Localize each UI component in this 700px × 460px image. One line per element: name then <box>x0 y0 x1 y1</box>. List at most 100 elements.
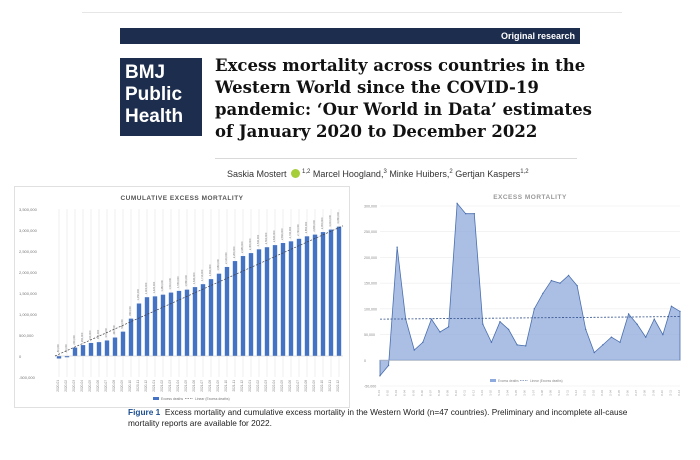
data-label: 370,000 <box>104 328 108 338</box>
author-name[interactable]: Gertjan Kaspers <box>455 169 521 179</box>
x-tick-label: 2020-09 <box>120 380 124 392</box>
bar <box>56 356 62 359</box>
x-tick-label: 2021-03 <box>168 380 172 392</box>
legend-label: Linear (Excess deaths) <box>195 397 230 401</box>
x-tick-label: 2022-02 <box>591 390 595 396</box>
x-tick-label: 2022-11 <box>668 390 672 396</box>
cumulative-chart-panel: CUMULATIVE EXCESS MORTALITY 3,500,000 3,00… <box>14 186 350 408</box>
author-affiliation: 1,2 <box>520 169 529 175</box>
x-tick-label: 2022-02 <box>256 380 260 392</box>
bar <box>144 297 150 356</box>
data-label: 2,590,000 <box>264 232 268 244</box>
data-label: 580,000 <box>120 319 124 329</box>
chart-title: EXCESS MORTALITY <box>493 194 567 201</box>
x-tick-label: 2022-01 <box>248 380 252 392</box>
data-point <box>396 246 398 248</box>
x-tick-label: 2021-10 <box>557 390 561 396</box>
bar <box>64 356 70 358</box>
x-tick-label: 2021-11 <box>566 390 570 396</box>
data-label: 2,640,000 <box>272 230 276 242</box>
author-name[interactable]: Marcel Hoogland, <box>312 169 384 179</box>
bar <box>192 287 198 356</box>
x-tick-label: 2022-09 <box>312 380 316 392</box>
author-name[interactable]: Minke Huibers, <box>389 169 450 179</box>
data-point <box>482 323 484 325</box>
caption-text: Excess mortality and cumulative excess m… <box>128 407 628 428</box>
bar <box>296 238 302 356</box>
x-tick-label: 2022-07 <box>634 390 638 396</box>
legend-label: Linear (Excess deaths) <box>530 379 563 383</box>
y-tick-label: 3,500,000 <box>19 207 38 212</box>
bar <box>136 303 142 356</box>
data-label: 2,380,000 <box>240 241 244 253</box>
bar <box>104 340 110 356</box>
bar <box>264 247 270 356</box>
data-label: 2,850,000 <box>304 221 308 233</box>
x-tick-label: 2021-08 <box>208 380 212 392</box>
data-label: 2,730,000 <box>288 226 292 238</box>
data-point <box>662 333 664 336</box>
x-tick-label: 2022-05 <box>617 390 621 396</box>
data-point <box>430 318 433 320</box>
y-tick-label: 2,000,000 <box>19 270 38 275</box>
x-tick-label: 2020-10 <box>454 390 458 396</box>
legend-swatch <box>490 379 496 382</box>
bar <box>320 232 326 356</box>
x-tick-label: 2021-05 <box>514 390 518 396</box>
x-tick-label: 2020-07 <box>104 380 108 392</box>
data-point <box>499 321 501 323</box>
x-tick-label: 2021-01 <box>480 390 484 396</box>
logo-line: Public <box>125 84 183 105</box>
x-tick-label: 2021-11 <box>232 380 236 392</box>
x-tick-label: 2021-08 <box>540 390 544 396</box>
bar <box>160 294 166 356</box>
bar <box>128 318 134 356</box>
y-tick-label: 1,000,000 <box>19 312 38 317</box>
bar <box>240 256 246 356</box>
y-tick-label: 2,500,000 <box>19 249 38 254</box>
data-label: 1,460,000 <box>160 280 164 292</box>
x-tick-label: 2022-06 <box>626 390 630 396</box>
bar <box>248 253 254 356</box>
x-tick-label: 2022-07 <box>296 380 300 392</box>
data-point <box>422 341 424 343</box>
x-tick-label: 2020-03 <box>394 390 398 396</box>
bar <box>272 245 278 356</box>
data-label: 1,550,000 <box>176 276 180 288</box>
x-tick-label: 2022-05 <box>280 380 284 392</box>
logo-line: Health <box>125 106 184 127</box>
y-tick-label: -500,000 <box>19 375 36 380</box>
bar <box>208 279 214 356</box>
x-tick-label: 2021-10 <box>224 380 228 392</box>
bar <box>176 290 182 356</box>
x-tick-label: 2020-12 <box>471 390 475 396</box>
legend-swatch <box>153 397 159 400</box>
data-label: 1,580,000 <box>184 275 188 287</box>
x-tick-label: 2020-01 <box>377 390 381 396</box>
x-tick-label: 2020-04 <box>403 390 407 396</box>
data-label: 2,260,000 <box>232 246 236 258</box>
bar <box>120 331 126 356</box>
bar <box>336 226 342 356</box>
x-tick-label: 2020-05 <box>411 390 415 396</box>
y-tick-label: 150,000 <box>364 282 377 286</box>
author-name[interactable]: Saskia Mostert <box>227 169 287 179</box>
y-tick-label: 500,000 <box>19 333 34 338</box>
data-label: 2,950,000 <box>320 217 324 229</box>
y-tick-label: 250,000 <box>364 230 377 234</box>
orcid-icon[interactable] <box>291 169 301 178</box>
x-tick-label: 2020-03 <box>72 380 76 392</box>
data-label: 1,960,000 <box>216 259 220 271</box>
data-label: 1,400,000 <box>144 282 148 294</box>
data-point <box>679 310 681 313</box>
trendline <box>379 316 681 320</box>
x-tick-label: 2021-07 <box>200 380 204 392</box>
x-tick-label: 2020-12 <box>144 380 148 392</box>
figure-caption: Figure 1 Excess mortality and cumulative… <box>128 407 648 429</box>
data-label: 1,250,000 <box>136 288 140 300</box>
y-tick-label: 0 <box>364 359 366 363</box>
bar <box>72 347 78 356</box>
data-point <box>636 323 638 325</box>
x-tick-label: 2021-06 <box>192 380 196 392</box>
excess-area <box>379 202 681 377</box>
